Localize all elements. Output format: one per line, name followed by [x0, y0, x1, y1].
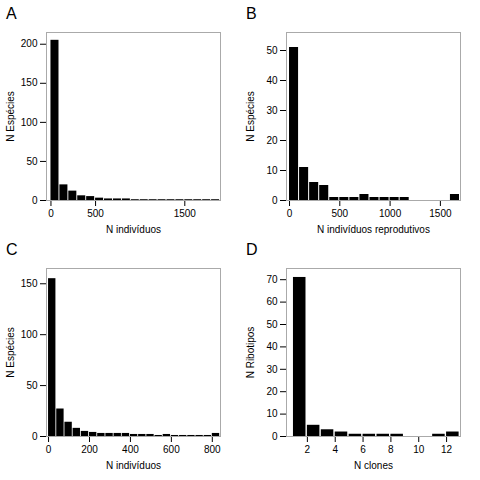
- svg-text:50: 50: [26, 156, 38, 167]
- svg-text:N indivíduos: N indivíduos: [106, 224, 161, 235]
- svg-text:8: 8: [388, 444, 394, 455]
- svg-text:0: 0: [48, 208, 54, 219]
- svg-text:30: 30: [266, 105, 278, 116]
- svg-text:150: 150: [21, 77, 38, 88]
- svg-text:150: 150: [21, 278, 38, 289]
- svg-text:40: 40: [266, 341, 278, 352]
- svg-text:1000: 1000: [379, 208, 402, 219]
- html-text:D: D: [246, 241, 258, 258]
- svg-text:0: 0: [287, 208, 293, 219]
- svg-text:20: 20: [266, 386, 278, 397]
- svg-text:60: 60: [266, 296, 278, 307]
- svg-text:N indivíduos reprodutivos: N indivíduos reprodutivos: [317, 224, 430, 235]
- svg-text:30: 30: [266, 364, 278, 375]
- svg-text:50: 50: [26, 380, 38, 391]
- svg-text:N Espécies: N Espécies: [5, 91, 16, 142]
- svg-text:0: 0: [32, 195, 38, 206]
- svg-text:200: 200: [81, 444, 98, 455]
- html-text:A: A: [6, 5, 17, 22]
- svg-text:1500: 1500: [429, 208, 452, 219]
- svg-text:100: 100: [21, 329, 38, 340]
- svg-text:N Espécies: N Espécies: [5, 327, 16, 378]
- svg-text:70: 70: [266, 274, 278, 285]
- svg-text:1500: 1500: [174, 208, 197, 219]
- svg-text:20: 20: [266, 135, 278, 146]
- svg-text:100: 100: [21, 117, 38, 128]
- svg-text:0: 0: [272, 195, 278, 206]
- svg-text:600: 600: [163, 444, 180, 455]
- svg-text:0: 0: [272, 431, 278, 442]
- svg-text:400: 400: [122, 444, 139, 455]
- svg-text:200: 200: [21, 38, 38, 49]
- svg-text:N Ribotipos: N Ribotipos: [245, 327, 256, 379]
- svg-text:10: 10: [266, 408, 278, 419]
- svg-text:N clones: N clones: [354, 460, 393, 471]
- svg-text:12: 12: [441, 444, 453, 455]
- svg-text:10: 10: [266, 165, 278, 176]
- svg-text:N indivíduos: N indivíduos: [106, 460, 161, 471]
- html-text:C: C: [6, 241, 18, 258]
- svg-text:500: 500: [87, 208, 104, 219]
- svg-text:4: 4: [332, 444, 338, 455]
- svg-text:50: 50: [266, 45, 278, 56]
- svg-text:0: 0: [46, 444, 52, 455]
- svg-text:800: 800: [204, 444, 221, 455]
- svg-text:0: 0: [32, 431, 38, 442]
- svg-text:N Espécies: N Espécies: [245, 91, 256, 142]
- svg-text:500: 500: [331, 208, 348, 219]
- svg-text:40: 40: [266, 75, 278, 86]
- svg-text:10: 10: [413, 444, 425, 455]
- svg-text:2: 2: [305, 444, 311, 455]
- svg-text:50: 50: [266, 319, 278, 330]
- svg-text:6: 6: [360, 444, 366, 455]
- html-text:B: B: [246, 5, 257, 22]
